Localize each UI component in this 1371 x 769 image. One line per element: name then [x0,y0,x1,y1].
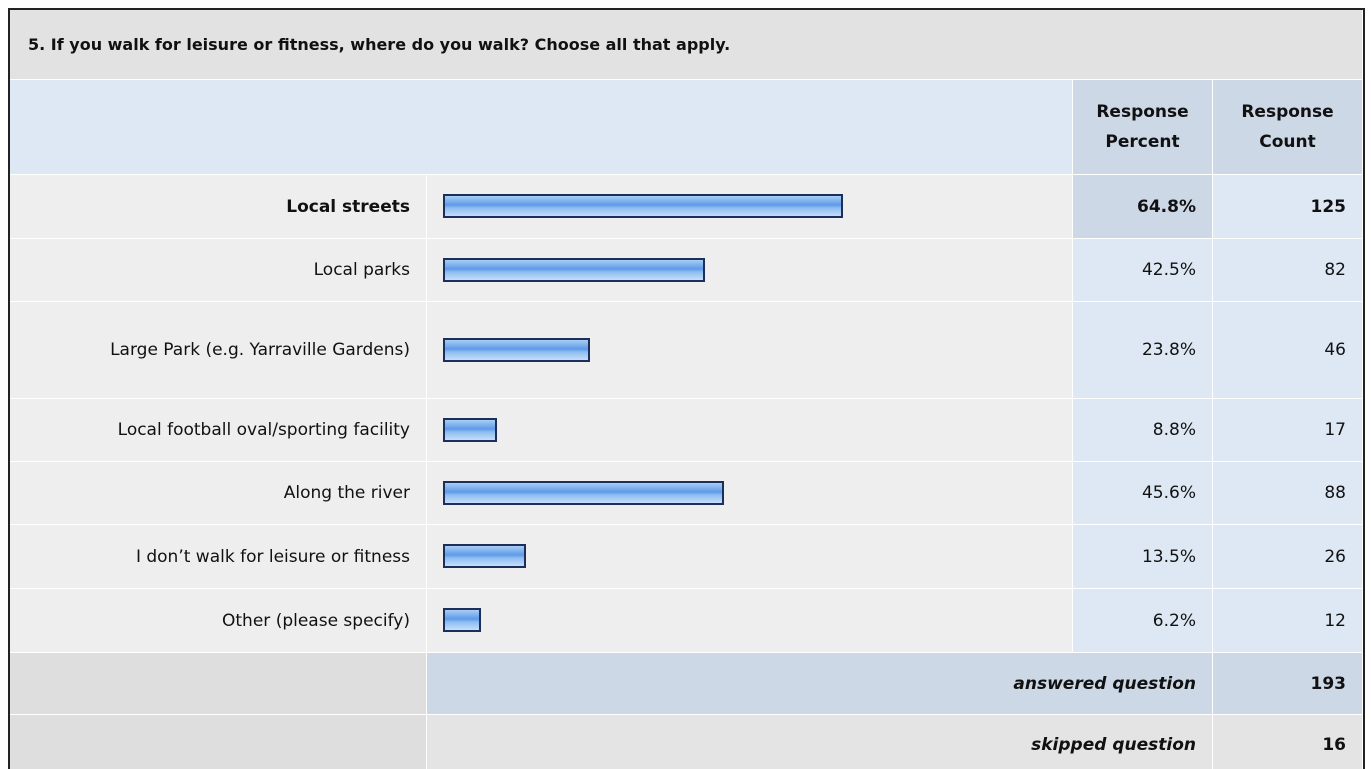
row-label: Local football oval/sporting facility [10,399,427,462]
row-label: Large Park (e.g. Yarraville Gardens) [10,302,427,399]
answered-value: 193 [1213,653,1363,715]
bar-cell [427,399,1073,462]
skipped-label: skipped question [427,715,1213,769]
header-count: Response Count [1213,80,1363,175]
footer-blank [10,653,427,715]
header-blank [10,80,1073,175]
row-label: Along the river [10,462,427,525]
count: 46 [1213,302,1363,399]
survey-table: 5. If you walk for leisure or fitness, w… [8,8,1365,769]
header-percent: Response Percent [1073,80,1213,175]
percent: 13.5% [1073,525,1213,589]
percent: 64.8% [1073,175,1213,239]
bar [443,257,706,282]
row-label: Local streets [10,175,427,239]
count: 88 [1213,462,1363,525]
count: 125 [1213,175,1363,239]
bar-cell [427,525,1073,589]
answered-label: answered question [427,653,1213,715]
question-title: 5. If you walk for leisure or fitness, w… [10,10,1363,80]
skipped-value: 16 [1213,715,1363,769]
count: 26 [1213,525,1363,589]
bar [443,194,843,218]
bar [443,608,482,632]
count: 82 [1213,239,1363,302]
percent: 6.2% [1073,589,1213,653]
row-label: Other (please specify) [10,589,427,653]
count: 17 [1213,399,1363,462]
bar-cell [427,589,1073,653]
row-label: I don’t walk for leisure or fitness [10,525,427,589]
percent: 8.8% [1073,399,1213,462]
percent: 45.6% [1073,462,1213,525]
count: 12 [1213,589,1363,653]
percent: 42.5% [1073,239,1213,302]
bar [443,337,590,362]
footer-blank [10,715,427,769]
bar [443,544,527,568]
percent: 23.8% [1073,302,1213,399]
row-label: Local parks [10,239,427,302]
bar [443,480,725,505]
bar [443,417,498,442]
